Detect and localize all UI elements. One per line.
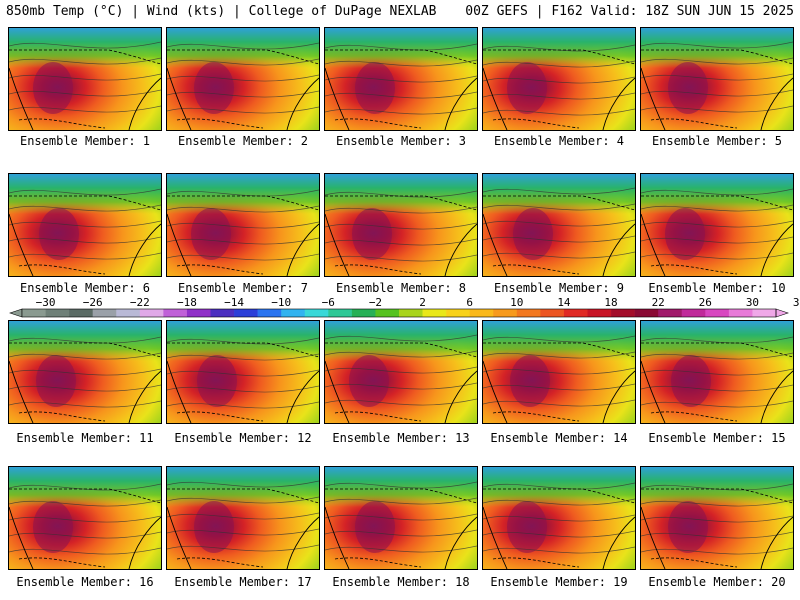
model-run-info: 00Z GEFS | F162 Valid: 18Z SUN JUN 15 20… bbox=[465, 4, 794, 19]
ensemble-member-2-map bbox=[166, 27, 320, 131]
colorbar-swatch bbox=[92, 309, 117, 317]
member-label: Ensemble Member: 6 bbox=[19, 281, 151, 295]
colorbar-tick-label: 30 bbox=[746, 296, 759, 309]
colorbar-swatch bbox=[45, 309, 70, 317]
member-label: Ensemble Member: 10 bbox=[648, 281, 786, 295]
colorbar-tick-label: 2 bbox=[419, 296, 426, 309]
colorbar-swatch bbox=[139, 309, 164, 317]
member-label: Ensemble Member: 1 bbox=[19, 134, 151, 148]
colorbar-tick-label: 18 bbox=[604, 296, 617, 309]
ensemble-member-8-map bbox=[324, 173, 478, 277]
colorbar-swatch bbox=[587, 309, 612, 317]
member-label: Ensemble Member: 9 bbox=[493, 281, 625, 295]
colorbar-swatch bbox=[728, 309, 753, 317]
ensemble-member-13-map bbox=[324, 320, 478, 424]
ensemble-member-5-map bbox=[640, 27, 794, 131]
colorbar-right-arrow bbox=[775, 308, 789, 318]
colorbar-tick-label: −30 bbox=[36, 296, 56, 309]
colorbar-swatch bbox=[281, 309, 306, 317]
colorbar-swatch bbox=[611, 309, 635, 317]
colorbar-swatch bbox=[540, 309, 565, 317]
colorbar-tick-label: 34 bbox=[793, 296, 800, 309]
colorbar-tick-label: 22 bbox=[652, 296, 665, 309]
member-label: Ensemble Member: 12 bbox=[174, 431, 312, 445]
colorbar-swatch bbox=[399, 309, 423, 317]
colorbar-tick-label: 6 bbox=[466, 296, 473, 309]
colorbar-swatch bbox=[234, 309, 258, 317]
ensemble-member-17-map bbox=[166, 466, 320, 570]
member-label: Ensemble Member: 5 bbox=[651, 134, 783, 148]
ensemble-member-20-map bbox=[640, 466, 794, 570]
colorbar-tick-label: 26 bbox=[699, 296, 712, 309]
colorbar-tick-label: −14 bbox=[224, 296, 244, 309]
ensemble-member-3-map bbox=[324, 27, 478, 131]
ensemble-member-18-map bbox=[324, 466, 478, 570]
colorbar-swatch bbox=[22, 309, 46, 317]
colorbar-left-arrow bbox=[9, 308, 23, 318]
ensemble-member-12-map bbox=[166, 320, 320, 424]
colorbar-swatch bbox=[328, 309, 353, 317]
colorbar-tick-label: 10 bbox=[510, 296, 523, 309]
member-label: Ensemble Member: 4 bbox=[493, 134, 625, 148]
colorbar-swatch bbox=[516, 309, 541, 317]
member-label: Ensemble Member: 2 bbox=[177, 134, 309, 148]
colorbar-swatch bbox=[116, 309, 141, 317]
map-title: 850mb Temp (°C) | Wind (kts) | College o… bbox=[6, 4, 437, 19]
member-label: Ensemble Member: 18 bbox=[332, 575, 470, 589]
colorbar-swatch bbox=[422, 309, 447, 317]
colorbar-tick-label: −26 bbox=[83, 296, 103, 309]
ensemble-member-15-map bbox=[640, 320, 794, 424]
ensemble-member-1-map bbox=[8, 27, 162, 131]
colorbar-tick-label: −2 bbox=[369, 296, 382, 309]
ensemble-member-4-map bbox=[482, 27, 636, 131]
colorbar-swatch bbox=[186, 309, 211, 317]
ensemble-member-16-map bbox=[8, 466, 162, 570]
colorbar-swatch bbox=[752, 309, 777, 317]
colorbar-tick-label: −22 bbox=[130, 296, 150, 309]
colorbar-tick-label: −18 bbox=[177, 296, 197, 309]
ensemble-member-7-map bbox=[166, 173, 320, 277]
colorbar-swatch bbox=[304, 309, 329, 317]
colorbar-swatch bbox=[351, 309, 376, 317]
colorbar-swatch bbox=[69, 309, 93, 317]
member-label: Ensemble Member: 16 bbox=[16, 575, 154, 589]
colorbar-swatch bbox=[658, 309, 683, 317]
member-label: Ensemble Member: 20 bbox=[648, 575, 786, 589]
member-label: Ensemble Member: 14 bbox=[490, 431, 628, 445]
member-label: Ensemble Member: 7 bbox=[177, 281, 309, 295]
member-label: Ensemble Member: 13 bbox=[332, 431, 470, 445]
colorbar-swatch bbox=[469, 309, 494, 317]
ensemble-member-14-map bbox=[482, 320, 636, 424]
colorbar-swatch bbox=[493, 309, 518, 317]
member-label: Ensemble Member: 3 bbox=[335, 134, 467, 148]
colorbar-swatch bbox=[705, 309, 730, 317]
colorbar-swatch bbox=[563, 309, 588, 317]
colorbar-tick-label: 14 bbox=[557, 296, 571, 309]
colorbar-swatch bbox=[210, 309, 235, 317]
member-label: Ensemble Member: 15 bbox=[648, 431, 786, 445]
colorbar-swatch bbox=[634, 309, 659, 317]
member-label: Ensemble Member: 8 bbox=[335, 281, 467, 295]
ensemble-member-19-map bbox=[482, 466, 636, 570]
colorbar-swatch bbox=[163, 309, 188, 317]
member-label: Ensemble Member: 17 bbox=[174, 575, 312, 589]
ensemble-member-9-map bbox=[482, 173, 636, 277]
colorbar-tick-label: −6 bbox=[322, 296, 335, 309]
colorbar-swatch bbox=[446, 309, 470, 317]
ensemble-member-6-map bbox=[8, 173, 162, 277]
member-label: Ensemble Member: 11 bbox=[16, 431, 154, 445]
colorbar-tick-label: −10 bbox=[271, 296, 291, 309]
colorbar-swatch bbox=[257, 309, 282, 317]
ensemble-member-10-map bbox=[640, 173, 794, 277]
colorbar-swatch bbox=[681, 309, 706, 317]
ensemble-member-11-map bbox=[8, 320, 162, 424]
colorbar-swatch bbox=[375, 309, 400, 317]
member-label: Ensemble Member: 19 bbox=[490, 575, 628, 589]
temperature-colorbar: −30−26−22−18−14−10−6−2261014182226303438… bbox=[9, 296, 800, 318]
